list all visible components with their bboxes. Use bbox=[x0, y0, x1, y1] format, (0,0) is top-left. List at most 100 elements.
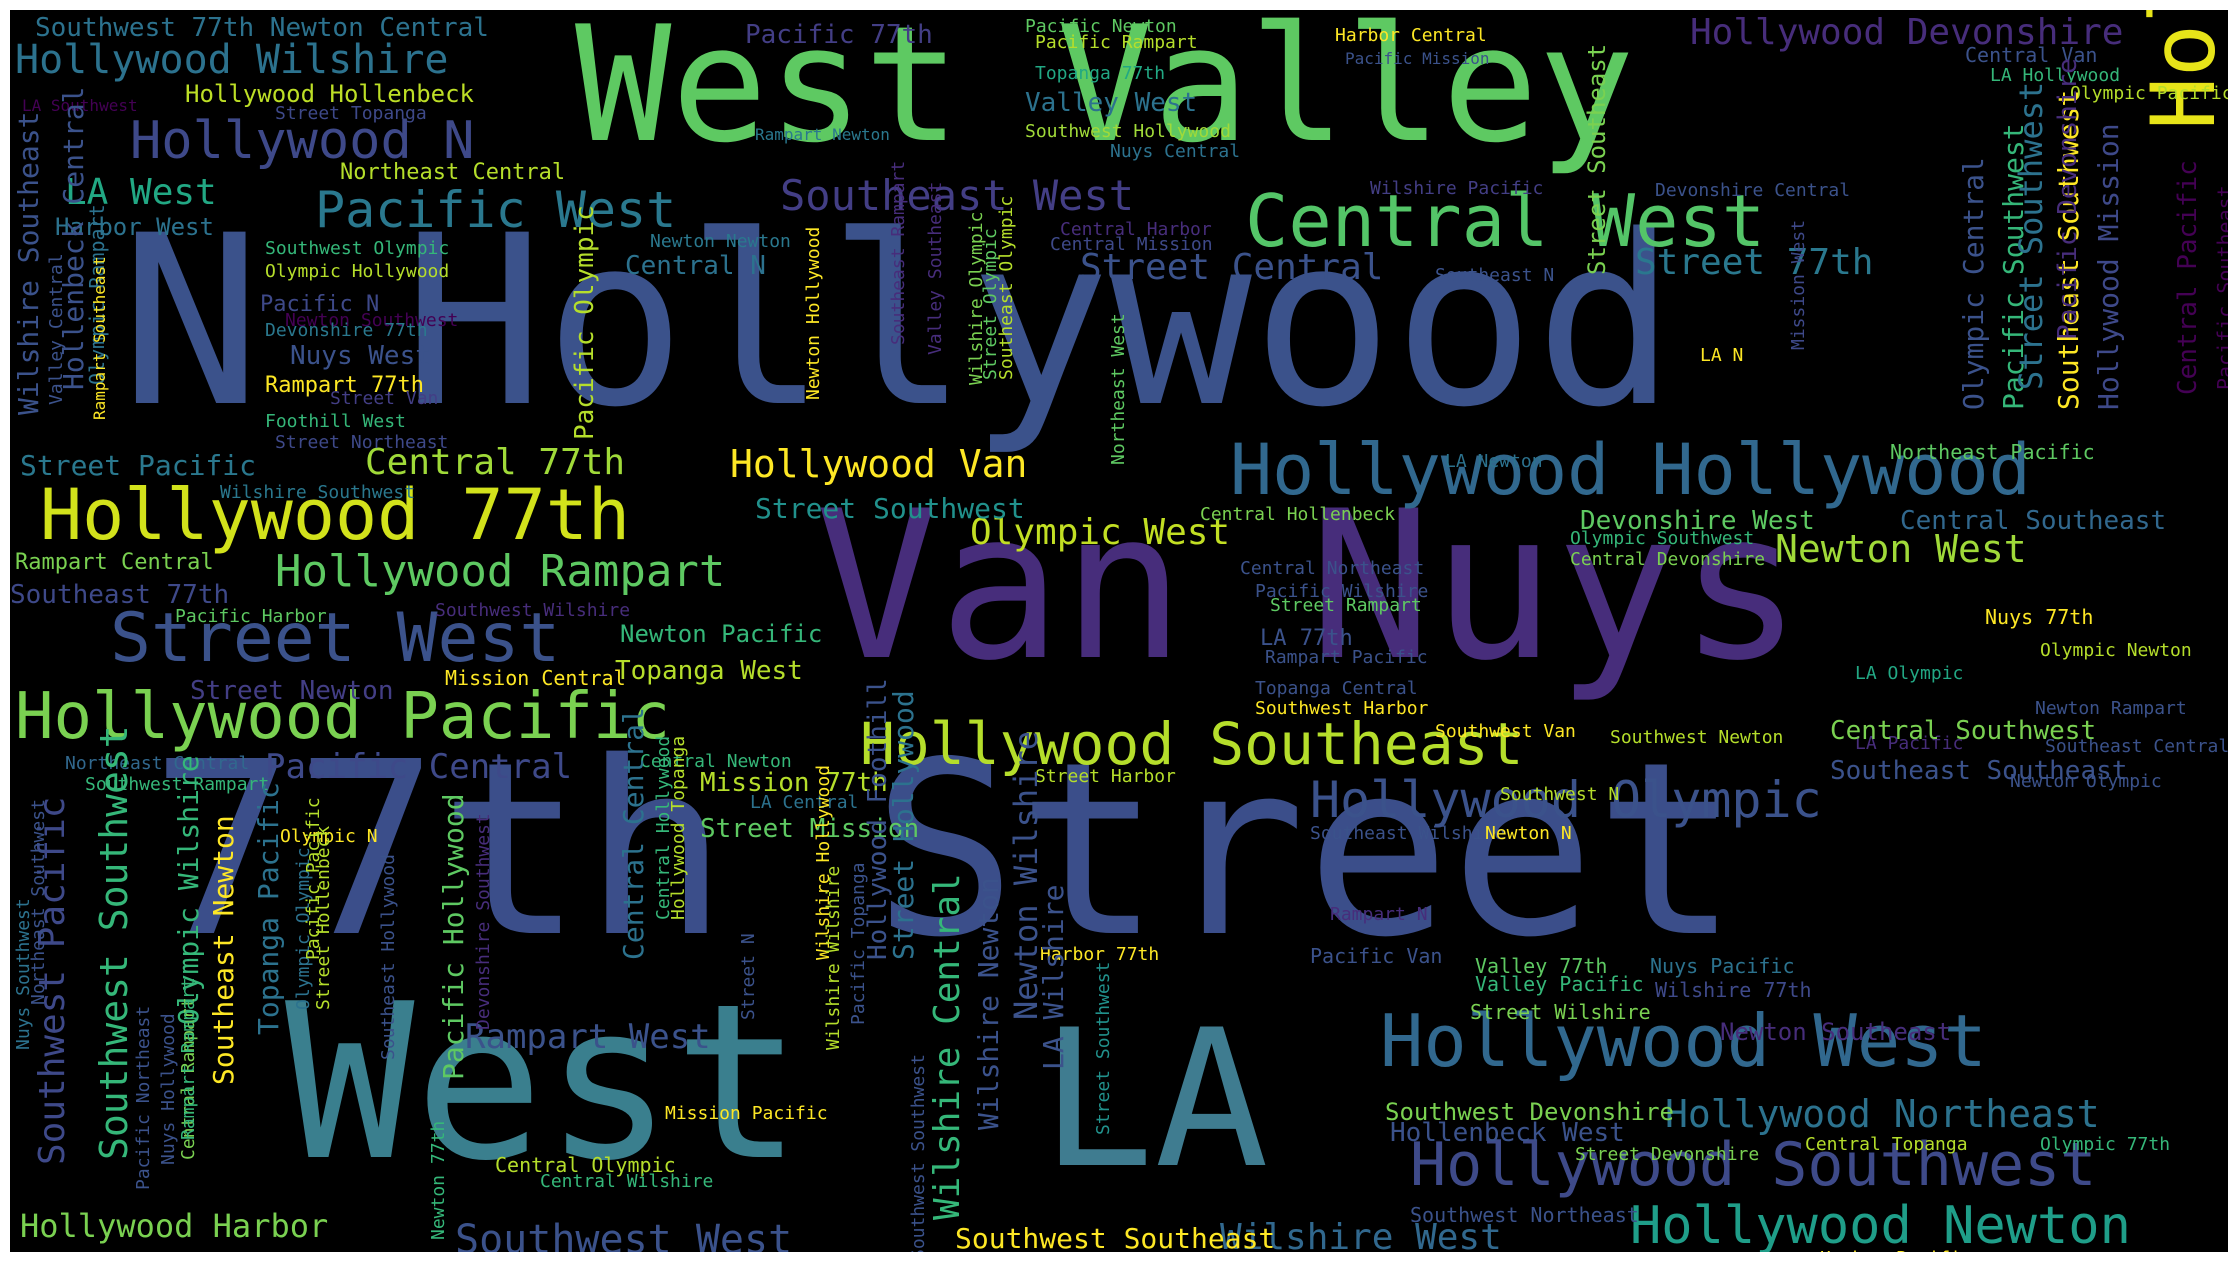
word-southwest-newton: Southwest Newton bbox=[1610, 727, 1784, 748]
word-la-77th: LA 77th bbox=[1260, 626, 1353, 651]
word-mission-77th: Mission 77th bbox=[700, 768, 888, 798]
word-devonshire-southwest: Devonshire Southwest bbox=[473, 813, 494, 1030]
word-olympic-77th: Olympic 77th bbox=[2040, 1134, 2171, 1155]
word-central-wilshire: Central Wilshire bbox=[540, 1171, 714, 1192]
word-southwest-northeast: Southwest Northeast bbox=[1410, 1203, 1639, 1227]
word-hollywood-topanga: Hollywood Topanga bbox=[668, 735, 689, 920]
word-harbor-77th: Harbor 77th bbox=[1040, 944, 1160, 965]
word-central-newton: Central Newton bbox=[640, 751, 792, 772]
word-hollywood-n: Hollywood N bbox=[130, 111, 475, 171]
word-pacific-harbor: Pacific Harbor bbox=[175, 606, 327, 627]
word-hollywood-mission: Hollywood Mission bbox=[2092, 123, 2125, 410]
word-wilshire-central: Wilshire Central bbox=[927, 873, 968, 1220]
word-central-mission: Central Mission bbox=[1050, 234, 1213, 255]
word-hollywood-devonshire: Hollywood Devonshire bbox=[1690, 12, 2124, 53]
word-newton-west: Newton West bbox=[1775, 527, 2027, 571]
word-street-van: Street Van bbox=[330, 388, 439, 409]
word-hollywood-hollywood: Hollywood Hollywood bbox=[1230, 429, 2031, 511]
word-harbor-central: Harbor Central bbox=[1335, 25, 1487, 46]
word-rampart-newton: Rampart Newton bbox=[755, 125, 890, 144]
word-valley-central: Valley Central bbox=[46, 253, 67, 405]
word-la-pacific: LA Pacific bbox=[1855, 733, 1964, 754]
word-rampart-southeast: Rampart Southeast bbox=[90, 256, 109, 420]
word-la-wilshire: LA Wilshire bbox=[1037, 884, 1070, 1070]
word-street-n: Street N bbox=[738, 933, 759, 1020]
word-central-hollenbeck: Central Hollenbeck bbox=[1200, 504, 1396, 525]
word-street-harbor: Street Harbor bbox=[1035, 766, 1176, 787]
word-wilshire-southwest: Wilshire Southwest bbox=[220, 482, 416, 503]
word-la-west: LA West bbox=[65, 172, 217, 213]
word-olympic-hollywood: Olympic Hollywood bbox=[265, 261, 450, 282]
word-southeast-n: Southeast N bbox=[1435, 265, 1555, 286]
word-valley-southeast: Valley Southeast bbox=[925, 181, 946, 355]
word-central-northeast: Central Northeast bbox=[1240, 558, 1425, 579]
word-pacific-hollywood: Pacific Hollywood bbox=[437, 793, 470, 1080]
word-olympic-n: Olympic N bbox=[280, 826, 378, 847]
word-olympic-central: Olympic Central bbox=[1957, 157, 1990, 410]
word-la-olympic: LA Olympic bbox=[1855, 663, 1964, 684]
word-la-central: LA Central bbox=[750, 792, 859, 813]
word-pacific-central: Pacific Central bbox=[265, 747, 573, 787]
word-pacific-mission: Pacific Mission bbox=[1345, 49, 1490, 68]
word-central-southwest: Central Southwest bbox=[1830, 716, 2097, 746]
word-rampart-pacific: Rampart Pacific bbox=[1265, 647, 1428, 668]
word-central-central: Central Central bbox=[617, 707, 650, 960]
word-hollywood-rampart: Hollywood Rampart bbox=[275, 546, 726, 597]
word-street-southwest: Street Southwest bbox=[2012, 81, 2050, 390]
word-nuys-central: Nuys Central bbox=[1110, 141, 1241, 162]
word-southeast-hollywood: Southeast Hollywood bbox=[378, 854, 399, 1060]
word-street-pacific: Street Pacific bbox=[20, 449, 257, 482]
word-southeast-rampart: Southeast Rampart bbox=[888, 160, 909, 345]
word-central-pacific: Central Pacific bbox=[2173, 160, 2203, 395]
word-wilshire-southeast: Wilshire Southeast bbox=[12, 111, 45, 415]
word-newton-southwest: Newton Southwest bbox=[285, 310, 459, 331]
word-nuys-west: Nuys West bbox=[290, 341, 431, 371]
word-southwest-southwest: Southwest Southwest bbox=[908, 1054, 929, 1252]
word-central-harbor: Central Harbor bbox=[1060, 219, 1212, 240]
word-harbor-pacific: Harbor Pacific bbox=[1820, 1250, 1972, 1253]
word-street-southwest: Street Southwest bbox=[1093, 961, 1114, 1135]
word-central-n: Central N bbox=[625, 251, 766, 281]
word-hollywood-northeast: Hollywood Northeast bbox=[1665, 1092, 2100, 1136]
word-southeast-wilshire: Southeast Wilshire bbox=[1310, 823, 1506, 844]
word-pacific-southeast: Pacific Southeast bbox=[2213, 185, 2228, 390]
word-street-northeast: Street Northeast bbox=[275, 432, 449, 453]
word-la-n: LA N bbox=[1700, 345, 1744, 366]
word-central-77th: Central 77th bbox=[365, 442, 626, 483]
word-pacific-77th: Pacific 77th bbox=[745, 20, 933, 50]
word-pacific-n: Pacific N bbox=[260, 292, 380, 317]
word-southeast-southeast: Southeast Southeast bbox=[1830, 756, 2128, 786]
word-wilshire-77th: Wilshire 77th bbox=[1655, 978, 1812, 1002]
word-wilshire-west: Wilshire West bbox=[1220, 1217, 1502, 1253]
word-southeast-77th: Southeast 77th bbox=[10, 580, 230, 610]
word-pacific-olympic: Pacific Olympic bbox=[570, 205, 600, 440]
word-mission-central: Mission Central bbox=[445, 666, 626, 690]
word-newton-olympic: Newton Olympic bbox=[2010, 771, 2162, 792]
word-southwest-hollywood: Southwest Hollywood bbox=[1025, 121, 1231, 142]
word-southwest-rampart: Southwest Rampart bbox=[85, 774, 270, 795]
word-newton-southeast: Newton Southeast bbox=[1720, 1018, 1952, 1046]
word-devonshire-central: Devonshire Central bbox=[1655, 180, 1851, 201]
word-southwest-southwest: Southwest Southwest bbox=[92, 725, 136, 1160]
word-hollywood-van: Hollywood Van bbox=[730, 442, 1028, 486]
word-street-mission: Street Mission bbox=[700, 814, 920, 844]
word-street-rampart: Street Rampart bbox=[1270, 595, 1422, 616]
word-street-devonshire: Street Devonshire bbox=[1575, 1144, 1760, 1165]
word-northeast-pacific: Northeast Pacific bbox=[1890, 440, 2095, 464]
word-newton-77th: Newton 77th bbox=[428, 1120, 449, 1240]
word-valley-pacific: Valley Pacific bbox=[1475, 972, 1644, 996]
word-southwest-van: Southwest Van bbox=[1435, 721, 1576, 742]
word-street-wilshire: Street Wilshire bbox=[1470, 1000, 1651, 1024]
word-southwest-77th-newton-central: Southwest 77th Newton Central bbox=[35, 13, 489, 43]
word-central-devonshire: Central Devonshire bbox=[1570, 549, 1766, 570]
word-central-olympic: Central Olympic bbox=[495, 1153, 676, 1177]
word-central-west: Central West bbox=[1245, 179, 1766, 263]
word-southwest-harbor: Southwest Harbor bbox=[1255, 698, 1429, 719]
word-hollenbeck-west: Hollenbeck West bbox=[1390, 1118, 1625, 1148]
word-topanga-west: Topanga West bbox=[615, 656, 803, 686]
word-street-central: Street Central bbox=[1080, 247, 1384, 288]
word-street-hollenbeck: Street Hollenbeck bbox=[313, 825, 334, 1010]
word-pacific-wilshire: Pacific Wilshire bbox=[1255, 581, 1429, 602]
word-southwest-west: Southwest West bbox=[455, 1217, 793, 1252]
word-central-topanga: Central Topanga bbox=[1805, 1134, 1968, 1155]
